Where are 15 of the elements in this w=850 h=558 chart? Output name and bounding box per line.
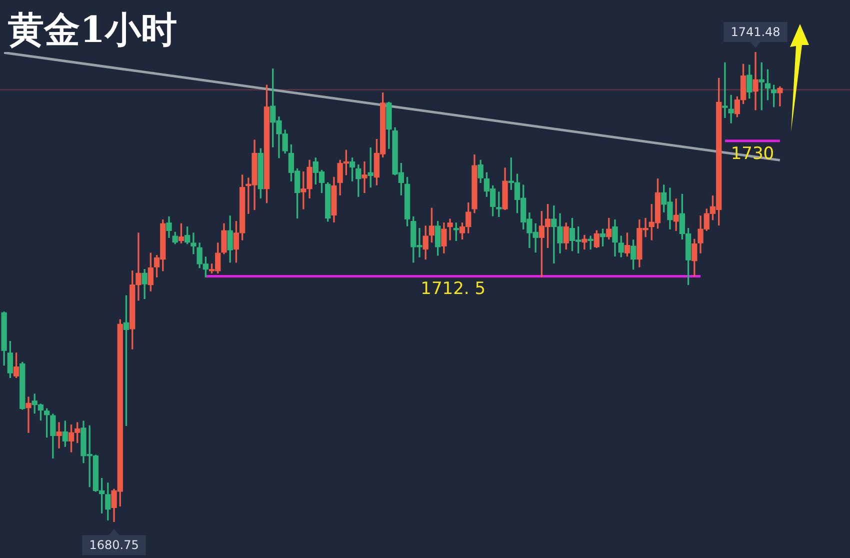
candlestick <box>722 62 728 118</box>
candlestick <box>190 232 196 254</box>
annotation: 1712. 5 <box>420 279 486 300</box>
candlestick <box>582 234 588 250</box>
candlestick <box>752 52 758 110</box>
candlestick <box>26 396 32 433</box>
annotation: 1680.75 <box>89 538 139 552</box>
chart-title: 黄金1小时 <box>8 8 178 52</box>
candlestick <box>777 86 783 106</box>
candlestick <box>362 161 368 194</box>
candlestick <box>588 236 594 250</box>
candlestick <box>56 422 62 448</box>
candlestick <box>728 94 734 124</box>
candlestick <box>447 218 453 240</box>
annotation: 1741.48 <box>730 25 780 40</box>
